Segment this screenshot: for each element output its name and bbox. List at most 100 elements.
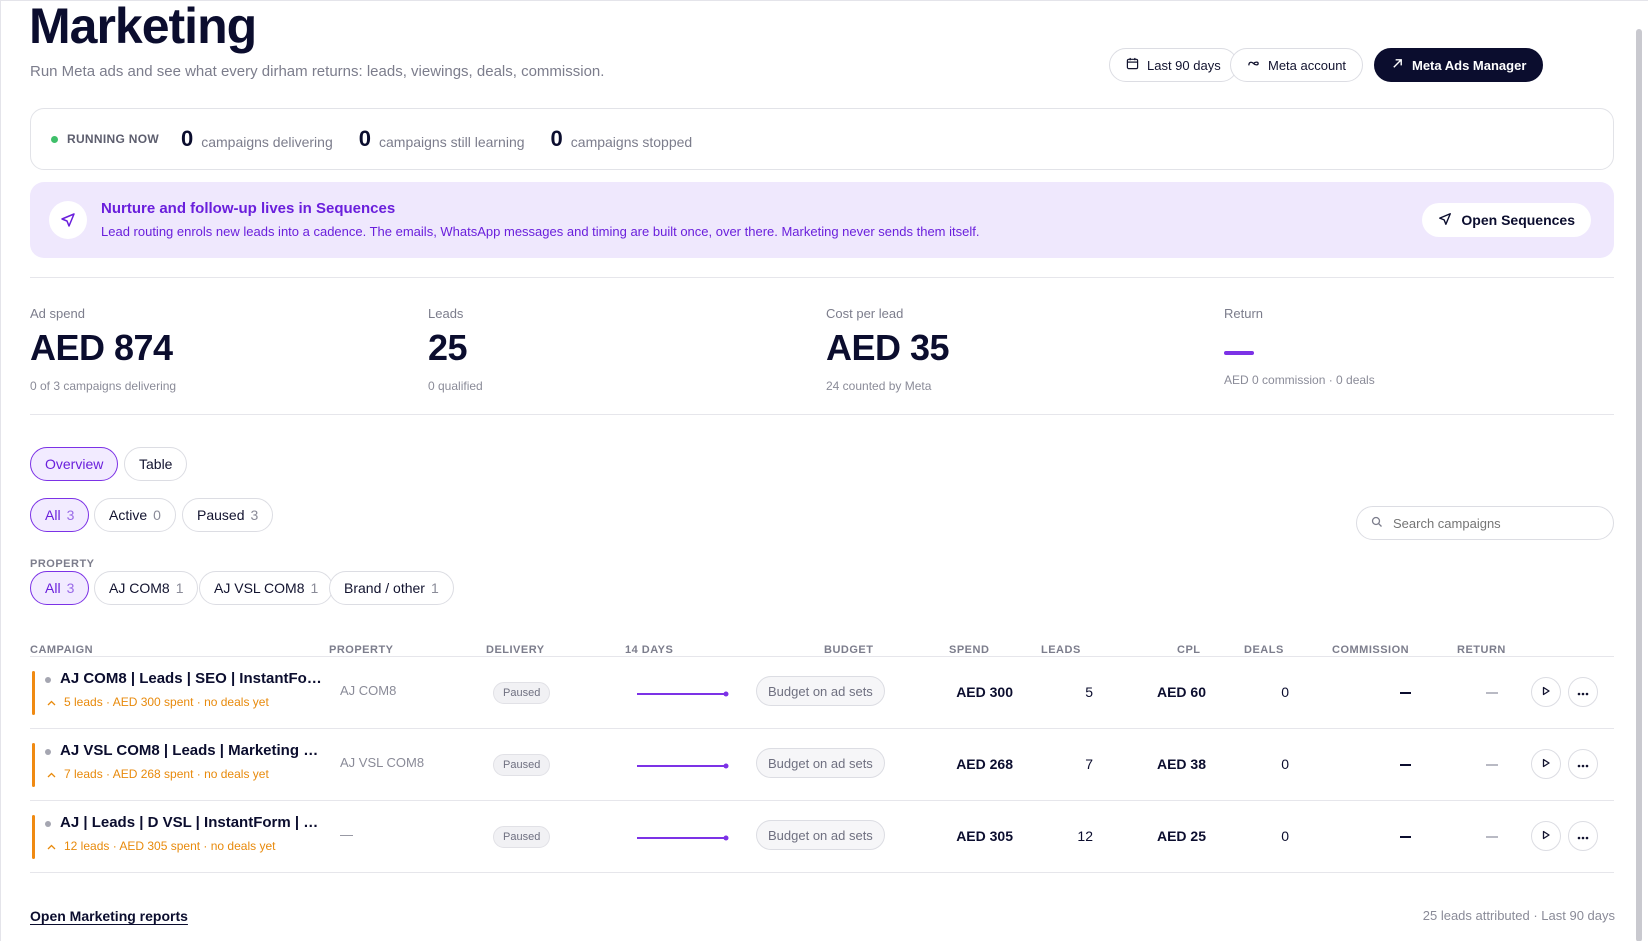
table-row[interactable]: AJ | Leads | D VSL | InstantForm | Dubai… (30, 801, 1614, 873)
kpi-label: Return (1224, 306, 1264, 321)
meta-ads-manager-button[interactable]: Meta Ads Manager (1374, 48, 1544, 82)
search-icon (1371, 516, 1383, 531)
cell-spend: AED 268 (956, 756, 1013, 772)
column-header-budget[interactable]: BUDGET (824, 644, 874, 656)
meta-ads-manager-label: Meta Ads Manager (1412, 57, 1527, 73)
delivering-text: campaigns delivering (201, 134, 333, 150)
more-icon (1577, 827, 1589, 845)
banner-title: Nurture and follow-up lives in Sequences (101, 200, 396, 217)
warning-text: 7 leads · AED 268 spent · no deals yet (64, 767, 269, 781)
scrollbar[interactable] (1636, 29, 1642, 941)
filter-status-active[interactable]: Active 0 (94, 498, 176, 532)
sequences-banner: Nurture and follow-up lives in Sequences… (30, 182, 1614, 258)
kpi-return-dash (1224, 351, 1254, 355)
filter-property-all[interactable]: All 3 (30, 571, 90, 605)
kpi-sub: 24 counted by Meta (826, 379, 932, 393)
table-row[interactable]: AJ COM8 | Leads | SEO | InstantForm | Du… (30, 657, 1614, 729)
tab-table[interactable]: Table (124, 447, 188, 481)
play-button[interactable] (1531, 677, 1561, 707)
cell-spend: AED 300 (956, 684, 1013, 700)
table-header-divider (30, 656, 1614, 657)
page-title: Marketing (29, 0, 257, 54)
play-icon (1541, 683, 1551, 701)
cell-leads: 5 (1085, 684, 1093, 700)
kpi-sub: 0 qualified (428, 379, 483, 393)
search-campaigns[interactable] (1356, 506, 1614, 540)
campaign-name[interactable]: AJ COM8 | Leads | SEO | InstantForm | Du… (60, 670, 322, 687)
running-now-panel: RUNNING NOW 0 campaigns delivering 0 cam… (30, 108, 1614, 170)
campaign-name[interactable]: AJ | Leads | D VSL | InstantForm | Dubai (60, 814, 322, 831)
column-header-spend[interactable]: SPEND (949, 644, 990, 656)
kpi-ad-spend: Ad spend AED 874 0 of 3 campaigns delive… (30, 306, 176, 393)
kpi-label: Ad spend (30, 306, 85, 321)
send-icon (1438, 212, 1452, 229)
kpi-return: Return AED 0 commission · 0 deals (1224, 306, 1375, 387)
divider (30, 277, 1614, 278)
calendar-icon (1126, 57, 1139, 73)
learning-text: campaigns still learning (379, 134, 525, 150)
filter-count: 3 (250, 507, 259, 523)
column-header-deals[interactable]: DEALS (1244, 644, 1284, 656)
cell-cpl: AED 25 (1156, 828, 1206, 844)
row-property: AJ VSL COM8 (340, 755, 425, 770)
delivering-count: 0 (180, 126, 194, 151)
meta-account-label: Meta account (1268, 57, 1347, 73)
table-row[interactable]: AJ VSL COM8 | Leads | Marketing | Instan… (30, 729, 1614, 801)
kpi-sub: AED 0 commission · 0 deals (1224, 373, 1375, 387)
attribution-summary: 25 leads attributed · Last 90 days (1422, 908, 1615, 923)
open-marketing-reports-link[interactable]: Open Marketing reports (30, 908, 188, 924)
column-header-return[interactable]: RETURN (1457, 644, 1506, 656)
tab-overview[interactable]: Overview (30, 447, 119, 481)
date-range-button[interactable]: Last 90 days (1109, 48, 1238, 82)
column-header-property[interactable]: PROPERTY (329, 644, 394, 656)
filter-status-paused[interactable]: Paused 3 (182, 498, 274, 532)
tab-label: Table (139, 456, 173, 472)
filter-label: All (45, 507, 61, 523)
filter-property-aj-vsl-com8[interactable]: AJ VSL COM8 1 (199, 571, 334, 605)
filter-property-aj-com8[interactable]: AJ COM8 1 (94, 571, 199, 605)
row-status-bar (32, 743, 35, 787)
meta-account-button[interactable]: Meta account (1230, 48, 1364, 82)
warning-text: 5 leads · AED 300 spent · no deals yet (64, 695, 269, 709)
more-options-button[interactable] (1568, 677, 1598, 707)
more-options-button[interactable] (1568, 749, 1598, 779)
campaign-name[interactable]: AJ VSL COM8 | Leads | Marketing | Instan… (60, 742, 322, 759)
cell-cpl: AED 38 (1156, 756, 1206, 772)
budget-on-ad-sets-button[interactable]: Budget on ad sets (756, 820, 885, 850)
learning-count: 0 (358, 126, 371, 151)
banner-text: Lead routing enrols new leads into a cad… (101, 224, 980, 239)
row-status-dot (45, 677, 51, 683)
sparkline-14-days (637, 835, 729, 841)
stopped-count: 0 (550, 126, 563, 151)
cell-commission-empty (1400, 836, 1411, 838)
cell-return-empty (1486, 764, 1498, 766)
send-icon (49, 201, 87, 239)
chevron-up-icon (47, 767, 56, 781)
play-button[interactable] (1531, 821, 1561, 851)
search-input[interactable] (1393, 515, 1593, 531)
open-sequences-button[interactable]: Open Sequences (1422, 203, 1591, 237)
more-icon (1577, 755, 1589, 773)
budget-on-ad-sets-button[interactable]: Budget on ad sets (756, 748, 885, 778)
date-range-label: Last 90 days (1147, 57, 1221, 73)
budget-on-ad-sets-button[interactable]: Budget on ad sets (756, 676, 885, 706)
filter-count: 1 (175, 580, 184, 596)
sparkline-14-days (637, 763, 729, 769)
filter-status-all[interactable]: All 3 (30, 498, 90, 532)
filter-count: 1 (430, 580, 439, 596)
running-now-label: RUNNING NOW (67, 132, 159, 146)
more-options-button[interactable] (1568, 821, 1598, 851)
column-header-cpl[interactable]: CPL (1177, 644, 1201, 656)
play-button[interactable] (1531, 749, 1561, 779)
column-header-delivery[interactable]: DELIVERY (486, 644, 545, 656)
filter-property-brand-other[interactable]: Brand / other 1 (329, 571, 454, 605)
filter-label: Paused (197, 507, 245, 523)
column-header-commission[interactable]: COMMISSION (1332, 644, 1410, 656)
row-divider (30, 800, 1614, 801)
column-header-campaign[interactable]: CAMPAIGN (30, 644, 94, 656)
kpi-cost-per-lead: Cost per lead AED 35 24 counted by Meta (826, 306, 950, 393)
status-badge: Paused (493, 754, 551, 776)
play-icon (1541, 827, 1551, 845)
column-header-leads[interactable]: LEADS (1041, 644, 1081, 656)
